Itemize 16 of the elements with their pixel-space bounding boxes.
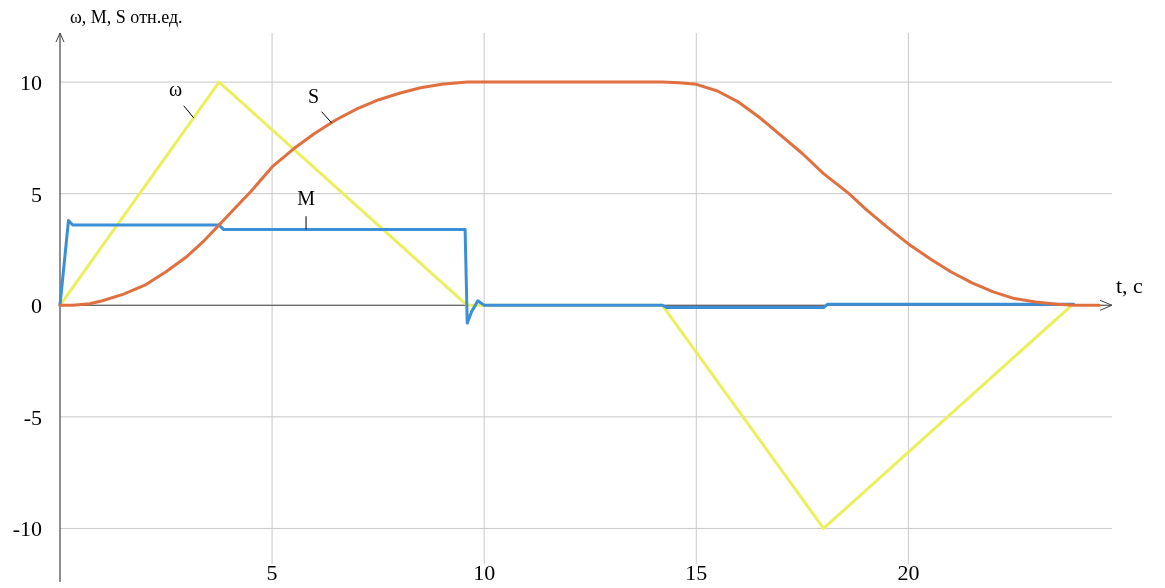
series-label: ω (169, 77, 183, 100)
y-tick-label: -10 (12, 516, 42, 542)
x-tick-label: 15 (685, 560, 708, 585)
line-series (58, 218, 1076, 325)
y-tick-label: 10 (20, 70, 42, 96)
series-label: S (307, 84, 320, 107)
y-axis-title: ω, M, S отн.ед. (70, 7, 183, 27)
x-axis-title: t, c (1116, 273, 1144, 299)
y-tick-label: 0 (31, 293, 42, 319)
line-series (58, 80, 1101, 307)
y-tick-label: 5 (31, 181, 42, 207)
series-label: M (297, 187, 316, 210)
x-tick-label: 5 (266, 560, 278, 585)
x-tick-label: 20 (897, 560, 920, 585)
y-tick-label: -5 (23, 404, 42, 430)
x-tick-label: 10 (473, 560, 496, 585)
